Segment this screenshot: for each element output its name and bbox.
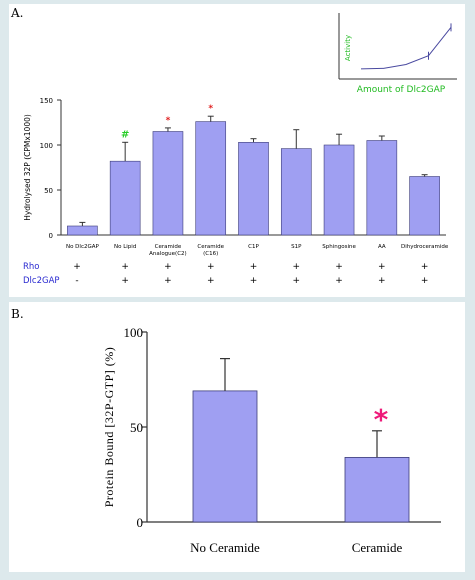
- y-tick-label: 50: [130, 420, 143, 435]
- bar: [195, 121, 227, 236]
- x-tick-label: Ceramide: [197, 244, 224, 250]
- bar: [366, 140, 398, 236]
- row-mark: +: [164, 262, 172, 272]
- panel-b: B. 0 50 100 Protein Bound [32P-GTP] (%) No C…: [9, 302, 465, 572]
- y-tick-label: 50: [44, 187, 53, 195]
- row-label: Rho: [23, 262, 40, 272]
- significance-mark: #: [121, 129, 129, 140]
- row-mark: +: [207, 276, 215, 286]
- x-tick-label: Ceramide: [155, 244, 182, 250]
- bar: [238, 142, 269, 236]
- y-axis-label: Protein Bound [32P-GTP] (%): [102, 347, 116, 508]
- x-tick-label: No Ceramide: [190, 540, 260, 555]
- significance-mark: *: [208, 104, 213, 114]
- row-mark: +: [164, 276, 172, 286]
- row-mark: +: [378, 276, 386, 286]
- inset-x-label: Amount of Dlc2GAP: [357, 85, 446, 95]
- panel-a-chart: 0 50 100 150 Hydrolysed 32P (CPMx1000) No Dlc…: [23, 13, 457, 286]
- x-tick-label: C1P: [248, 244, 259, 250]
- row-mark: +: [378, 262, 386, 272]
- row-mark: +: [73, 262, 81, 272]
- row-mark: +: [250, 276, 258, 286]
- row-mark: +: [421, 276, 429, 286]
- bar: [109, 160, 141, 236]
- x-tick-label: Dihydroceramide: [401, 244, 449, 250]
- row-mark: +: [121, 276, 129, 286]
- row-label: Dlc2GAP: [23, 276, 60, 286]
- x-tick-label: S1P: [291, 244, 302, 250]
- x-tick-label: AA: [378, 244, 386, 250]
- y-tick-label: 100: [124, 325, 144, 340]
- row-mark: +: [207, 262, 215, 272]
- x-tick-label: No Dlc2GAP: [66, 244, 100, 250]
- significance-mark: *: [374, 403, 389, 436]
- bar: [192, 390, 258, 523]
- panel-a-label: A.: [11, 6, 24, 20]
- row-mark: +: [293, 276, 301, 286]
- x-tick-label: Analogue(C2): [149, 251, 187, 257]
- row-mark: +: [293, 262, 301, 272]
- panel-a: A. 0 50 100 150 Hydrolysed 32P (CPMx1000) No …: [9, 4, 465, 297]
- inset-y-label: Activity: [344, 35, 352, 61]
- row-mark: +: [250, 262, 258, 272]
- x-tick-label: Ceramide: [352, 540, 403, 555]
- x-tick-label: No Lipid: [114, 244, 136, 250]
- row-mark: +: [421, 262, 429, 272]
- bar: [280, 148, 312, 236]
- x-tick-label: (C16): [203, 251, 218, 257]
- bar: [323, 144, 355, 236]
- bar: [344, 456, 410, 523]
- y-axis-label: Hydrolysed 32P (CPMx1000): [23, 114, 32, 221]
- y-tick-label: 0: [137, 515, 144, 530]
- panel-b-label: B.: [11, 307, 24, 321]
- panel-b-chart: 0 50 100 Protein Bound [32P-GTP] (%) No Cera…: [102, 325, 441, 555]
- row-mark: +: [121, 262, 129, 272]
- y-tick-label: 100: [40, 142, 53, 150]
- significance-mark: *: [166, 116, 171, 126]
- row-mark: +: [335, 262, 343, 272]
- x-tick-label: Sphingosine: [322, 244, 356, 250]
- bar: [152, 131, 184, 236]
- row-mark: -: [75, 276, 78, 286]
- y-tick-label: 150: [40, 97, 53, 105]
- row-mark: +: [335, 276, 343, 286]
- bar: [409, 176, 440, 236]
- y-tick-label: 0: [49, 232, 53, 240]
- bar: [67, 225, 98, 236]
- inset-line: [360, 27, 452, 70]
